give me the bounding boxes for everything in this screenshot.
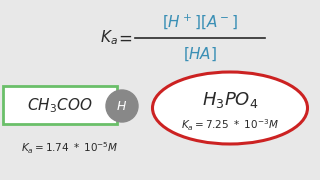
Text: $H_3PO_4$: $H_3PO_4$ bbox=[202, 90, 258, 110]
Text: $[HA]$: $[HA]$ bbox=[183, 45, 217, 63]
Ellipse shape bbox=[153, 72, 308, 144]
Text: $K_a = 1.74\ *\ 10^{-5}M$: $K_a = 1.74\ *\ 10^{-5}M$ bbox=[21, 140, 119, 156]
Circle shape bbox=[106, 90, 138, 122]
Text: $=$: $=$ bbox=[115, 30, 133, 46]
Text: $[H^+][A^-]$: $[H^+][A^-]$ bbox=[162, 13, 238, 31]
Text: $H$: $H$ bbox=[116, 100, 128, 112]
Text: $K_a$: $K_a$ bbox=[100, 29, 118, 47]
FancyBboxPatch shape bbox=[3, 86, 117, 124]
Text: $K_a = 7.25\ *\ 10^{-3}M$: $K_a = 7.25\ *\ 10^{-3}M$ bbox=[181, 117, 279, 133]
Text: $CH_3COO$: $CH_3COO$ bbox=[27, 97, 93, 115]
